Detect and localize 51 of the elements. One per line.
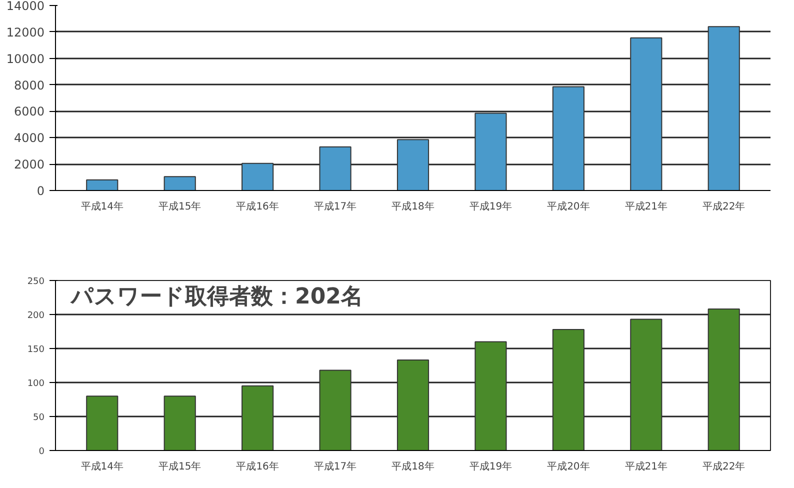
annotation: パスワード取得者数：202名 <box>70 284 363 310</box>
x-tick-label: 平成19年 <box>469 460 512 472</box>
bar <box>474 341 507 450</box>
x-tick-label: 平成18年 <box>392 200 434 212</box>
y-tick-label: 250 <box>27 277 45 287</box>
bar <box>164 176 196 190</box>
x-tick-label: 平成18年 <box>392 460 434 472</box>
y-tick-label: 14000 <box>6 0 45 13</box>
bar <box>630 318 662 450</box>
y-tick-label: 50 <box>33 413 45 423</box>
y-tick-label: 0 <box>36 184 45 198</box>
x-tick-label: 平成22年 <box>702 460 746 472</box>
x-tick-label: 平成15年 <box>158 200 202 212</box>
bar <box>86 396 118 450</box>
x-tick-label: 平成14年 <box>80 460 124 472</box>
y-tick-label: 8000 <box>14 78 45 92</box>
bar <box>86 179 118 190</box>
bar <box>164 396 196 450</box>
x-tick-label: 平成17年 <box>314 200 357 212</box>
x-tick-label: 平成15年 <box>158 460 202 472</box>
bar <box>242 385 274 450</box>
x-tick-label: 平成19年 <box>469 200 512 212</box>
bar <box>319 146 352 190</box>
x-tick-label: 平成14年 <box>80 200 124 212</box>
y-tick-label: 0 <box>38 447 45 457</box>
x-tick-label: 平成20年 <box>547 460 590 472</box>
bar <box>708 308 740 450</box>
bar <box>474 112 507 190</box>
x-tick-label: 平成16年 <box>236 200 279 212</box>
x-tick-label: 平成22年 <box>702 200 746 212</box>
bar <box>242 162 274 190</box>
y-tick-label: 150 <box>27 345 45 355</box>
y-tick-label: 200 <box>27 311 45 321</box>
y-tick-label: 6000 <box>14 104 45 119</box>
y-tick-label: 2000 <box>14 158 45 172</box>
x-tick-label: 平成20年 <box>547 200 590 212</box>
x-tick-label: 平成21年 <box>624 460 668 472</box>
bar <box>552 86 584 190</box>
bar <box>630 37 662 190</box>
y-tick-label: 100 <box>27 379 45 389</box>
x-tick-label: 平成16年 <box>236 460 279 472</box>
y-tick-label: 4000 <box>14 131 45 146</box>
bar <box>708 26 740 190</box>
bar <box>396 139 430 190</box>
bar <box>396 360 430 450</box>
bar <box>552 328 584 450</box>
x-tick-label: 平成21年 <box>624 200 668 212</box>
y-tick-label: 10000 <box>6 52 45 66</box>
y-tick-label: 12000 <box>6 25 45 40</box>
x-tick-label: 平成17年 <box>314 460 357 472</box>
bar <box>319 370 352 450</box>
